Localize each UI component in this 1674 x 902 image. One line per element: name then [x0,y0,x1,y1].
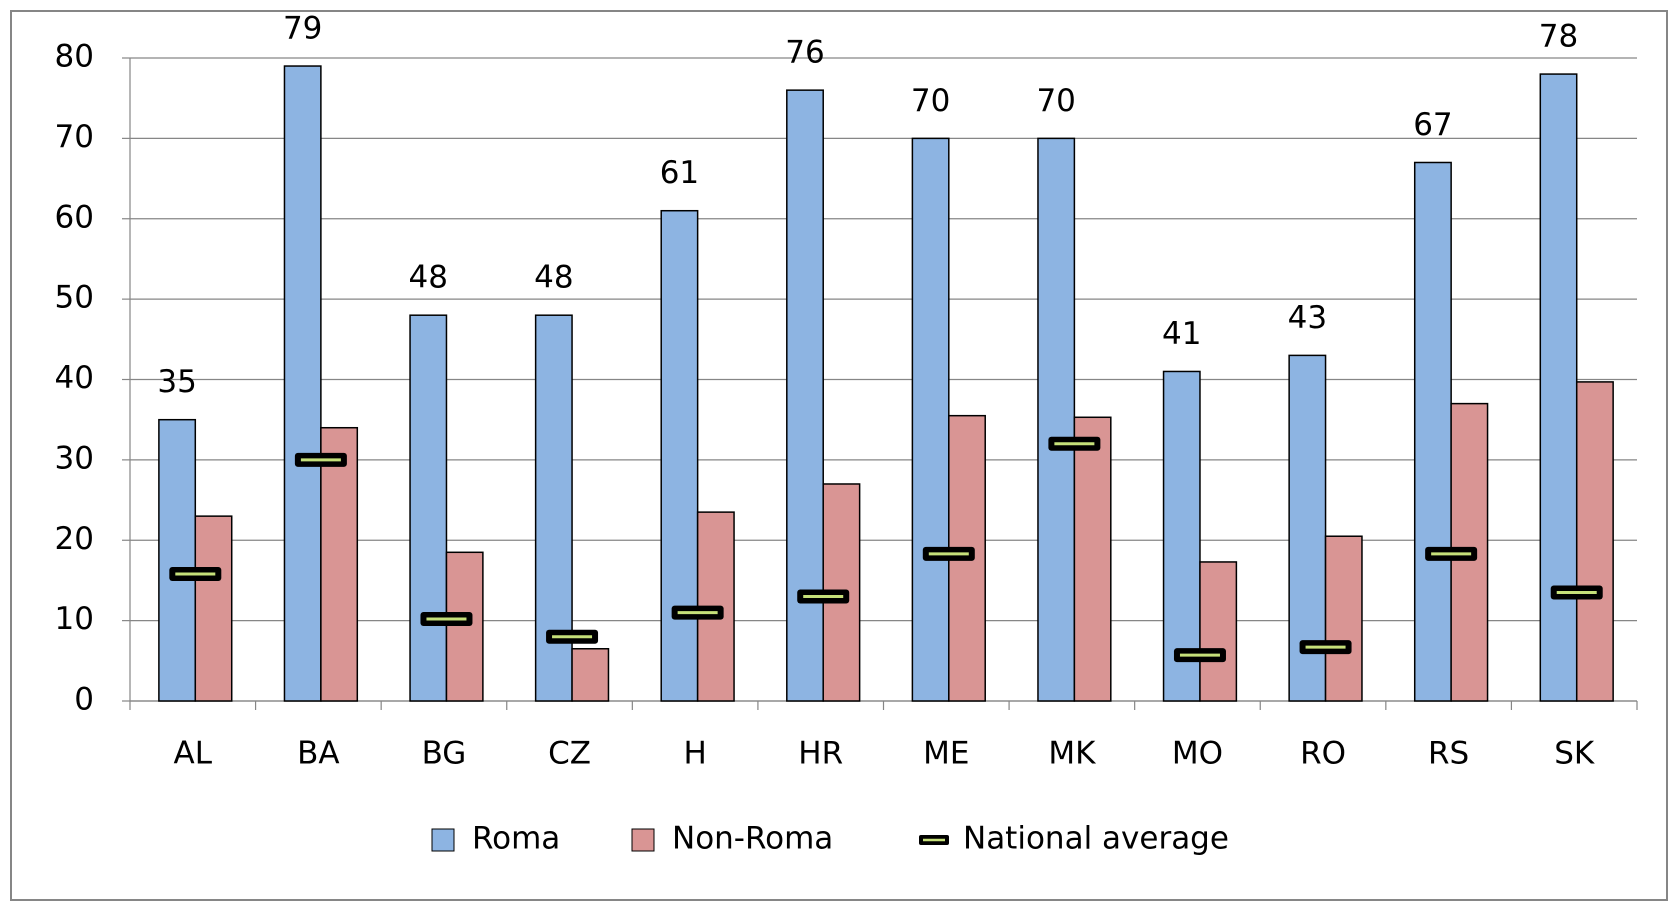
bar [571,648,610,702]
y-tick-label: 30 [55,440,94,476]
x-tick-label: RS [1428,736,1469,772]
y-tick-label: 60 [55,199,94,235]
x-tick-label: ME [923,736,969,772]
bar [1539,73,1578,702]
x-tick-label: MO [1172,736,1223,772]
x-tick-label: SK [1554,736,1595,772]
legend-label: Non-Roma [672,821,833,857]
x-tick-label: HR [798,736,843,772]
data-label: 78 [1539,19,1578,55]
data-label: 61 [660,155,699,191]
y-tick-label: 80 [55,39,94,75]
bar [1073,416,1112,702]
bar [445,551,484,702]
bar [660,209,699,702]
data-label: 70 [911,83,950,119]
x-tick-label: RO [1300,736,1346,772]
bar [283,65,322,702]
bar [1199,561,1238,702]
y-tick-label: 20 [55,521,94,557]
y-tick-label: 70 [55,119,94,155]
x-tick-label: CZ [548,736,591,772]
data-label: 70 [1036,83,1075,119]
bar [1037,137,1076,702]
bar [911,137,950,702]
data-label: 48 [409,260,448,296]
legend-label: National average [963,821,1229,857]
data-label: 48 [534,260,573,296]
x-tick-label: AL [174,736,213,772]
x-tick-label: BG [422,736,467,772]
x-tick-label: BA [297,736,339,772]
bar [409,314,448,702]
legend-label: Roma [472,821,560,857]
data-label: 67 [1413,107,1452,143]
data-label: 79 [283,11,322,47]
bar [1413,161,1452,702]
bar [1162,370,1201,702]
bar [786,89,824,702]
data-label: 43 [1288,300,1327,336]
y-tick-label: 0 [74,682,94,718]
y-tick-label: 10 [55,601,94,637]
legend-swatch [631,828,655,852]
bar [1575,381,1614,702]
legend-swatch [431,828,455,852]
data-label: 35 [157,364,196,400]
bar [320,426,359,702]
bar [194,515,233,702]
y-tick-label: 40 [55,360,94,396]
bar [1324,535,1363,702]
y-tick-label: 50 [55,280,94,316]
data-label: 41 [1162,316,1201,352]
data-label: 76 [785,35,824,71]
x-tick-label: H [683,736,706,772]
bar [158,418,197,702]
x-tick-label: MK [1048,736,1096,772]
